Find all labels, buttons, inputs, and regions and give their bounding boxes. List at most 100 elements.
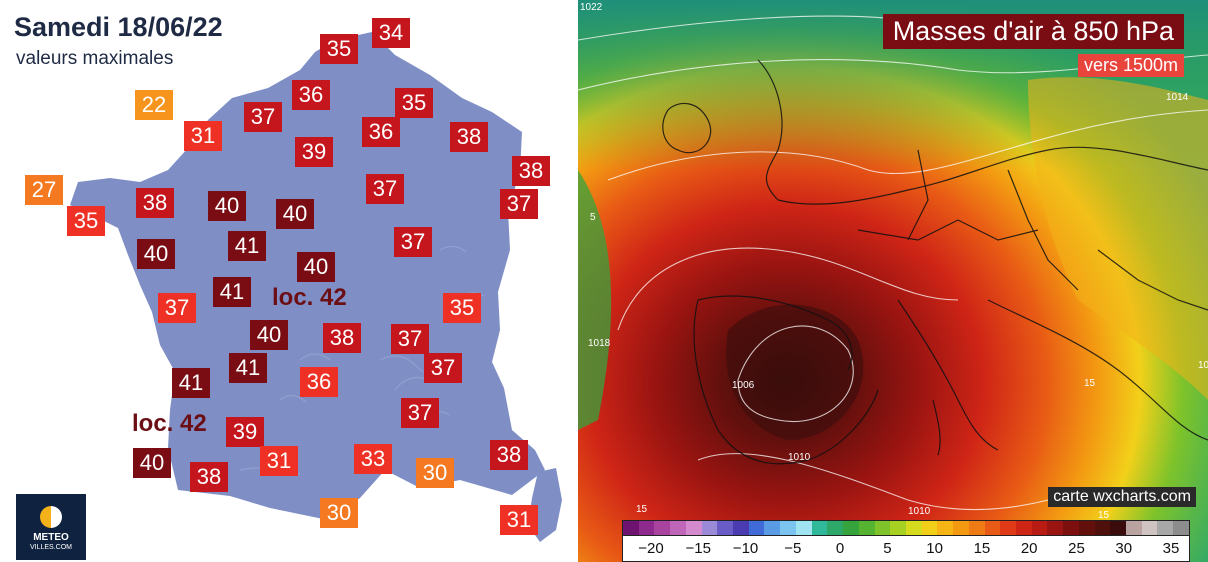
logo-line2: VILLES.COM [29, 544, 72, 551]
temperature-badge: 38 [512, 156, 550, 186]
colorbar-tick: 35 [1162, 540, 1180, 557]
contour-label: 1018 [1198, 360, 1208, 371]
iberia-core [726, 304, 864, 440]
temperature-badge: 40 [276, 199, 314, 229]
temperature-badge: 37 [500, 189, 538, 219]
temperature-badge: 39 [295, 137, 333, 167]
temperature-badge: 38 [450, 122, 488, 152]
colorbar-cell [685, 521, 702, 535]
meteo-villes-logo: METEO VILLES.COM [16, 494, 86, 560]
colorbar-cell [921, 521, 938, 535]
map-title: Samedi 18/06/22 [14, 12, 223, 42]
colorbar-tick: 20 [1020, 540, 1038, 557]
coastlines-borders [662, 59, 1208, 465]
contour-label: 15 [1084, 378, 1096, 389]
colorbar-cell [937, 521, 954, 535]
temperature-badge: 37 [244, 102, 282, 132]
colorbar-tick: −15 [685, 540, 711, 557]
contour-label: 1010 [788, 452, 811, 463]
colorbar-cell [1031, 521, 1048, 535]
temperature-badge: 31 [500, 505, 538, 535]
france-temperature-map-panel: Samedi 18/06/22 valeurs maximales 34 35 22… [0, 0, 578, 562]
temperature-badge: 38 [323, 323, 361, 353]
contour-label: 1014 [1166, 92, 1189, 103]
colorbar-cell [874, 521, 891, 535]
temperature-badge: 37 [366, 174, 404, 204]
colorbar-cell [1157, 521, 1174, 535]
temperature-badge: 30 [320, 498, 358, 528]
temperature-colorbar: −20 −15 −10 −5 0 5 10 15 20 25 30 35 [622, 520, 1190, 562]
colorbar-cell [670, 521, 686, 535]
colorbar-cell [827, 521, 844, 535]
colorbar-cell [733, 521, 749, 535]
temperature-badge: 37 [158, 293, 196, 323]
temperature-badge: 41 [229, 353, 267, 383]
logo-line1: METEO [33, 532, 69, 543]
colorbar-cell [843, 521, 859, 535]
colorbar-cell [1000, 521, 1016, 535]
colorbar-tick: 0 [835, 540, 845, 557]
local-max-note-north: loc. 42 [272, 284, 347, 311]
colorbar-cell [1110, 521, 1126, 535]
local-max-note-south: loc. 42 [132, 410, 207, 437]
temperature-badge: 35 [320, 34, 358, 64]
colorbar-cell [1047, 521, 1064, 535]
sun-moon-icon [40, 506, 62, 528]
colorbar-tick: 15 [973, 540, 991, 557]
colorbar-tick: 5 [883, 540, 892, 557]
temperature-badge: 35 [443, 293, 481, 323]
temperature-badge: 40 [250, 320, 288, 350]
panel-divider [570, 0, 578, 562]
colorbar-cell [905, 521, 922, 535]
temperature-badge: 41 [213, 277, 251, 307]
colorbar-cell [654, 521, 671, 535]
temperature-badge: 41 [228, 231, 266, 261]
temperature-badge: 40 [208, 191, 246, 221]
temperature-badge: 38 [190, 462, 228, 492]
temperature-badge: 37 [394, 227, 432, 257]
temperature-badge: 37 [391, 324, 429, 354]
colorbar-cell [748, 521, 765, 535]
western-cool-sea [578, 170, 612, 430]
temperature-badge: 30 [416, 458, 454, 488]
contour-label: 15 [636, 504, 648, 515]
colorbar-cell [953, 521, 969, 535]
temperature-badge: 37 [401, 398, 439, 428]
air-mass-title: Masses d'air à 850 hPa [882, 14, 1184, 49]
temperature-badge: 38 [490, 440, 528, 470]
colorbar-cell [1126, 521, 1142, 535]
temperature-badge: 39 [226, 417, 264, 447]
colorbar-cell [701, 521, 718, 535]
temperature-badge: 37 [424, 353, 462, 383]
colorbar-cell [968, 521, 985, 535]
colorbar-cells [622, 520, 1190, 536]
colorbar-cell [623, 521, 639, 535]
temperature-badge: 22 [135, 90, 173, 120]
colorbar-tick: 25 [1068, 540, 1085, 557]
temperature-badge: 34 [372, 18, 410, 48]
colorbar-tick: −20 [638, 540, 664, 557]
colorbar-cell [1015, 521, 1032, 535]
colorbar-cell [1094, 521, 1111, 535]
colorbar-tick: −10 [732, 540, 759, 557]
temperature-badge: 35 [67, 206, 105, 236]
colorbar-cell [890, 521, 906, 535]
colorbar-cell [1173, 521, 1189, 535]
colorbar-cell [795, 521, 812, 535]
eastern-warm-band [1028, 77, 1208, 401]
temperature-badge: 36 [300, 367, 338, 397]
colorbar-cell [811, 521, 828, 535]
colorbar-cell [1063, 521, 1079, 535]
temperature-badge: 40 [133, 448, 171, 478]
france-map [70, 32, 562, 542]
air-mass-map [578, 0, 1208, 562]
colorbar-cell [858, 521, 875, 535]
colorbar-cell [780, 521, 796, 535]
temperature-badge: 40 [137, 239, 175, 269]
temperature-badge: 31 [184, 121, 222, 151]
colorbar-cell [984, 521, 1001, 535]
temperature-badge: 35 [395, 88, 433, 118]
colorbar-cell [717, 521, 734, 535]
colorbar-cell [638, 521, 655, 535]
map-subtitle: valeurs maximales [16, 48, 174, 69]
